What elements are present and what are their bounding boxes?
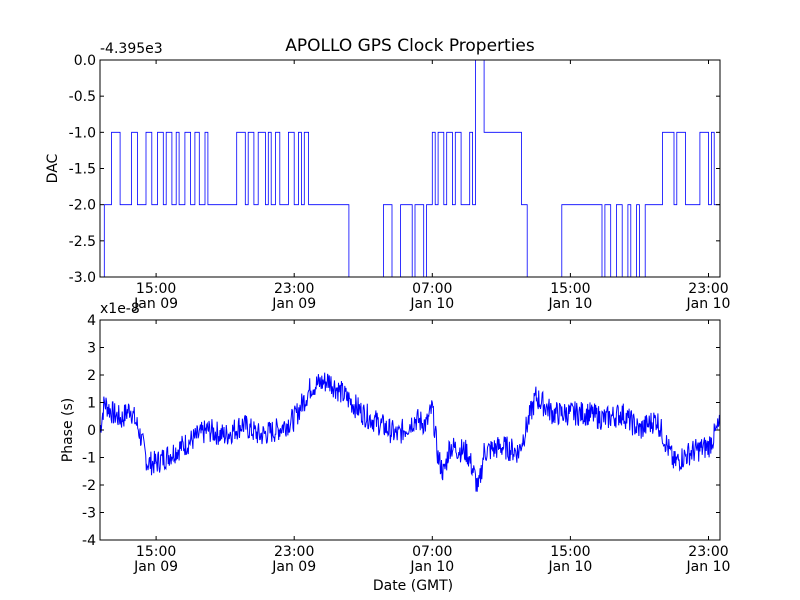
y-tick-label: -1.5	[69, 162, 96, 178]
x-tick-label-date: Jan 10	[409, 296, 454, 312]
y-axis-label: DAC	[45, 153, 61, 183]
y-tick-label: 3	[87, 341, 96, 357]
y-offset-label: -4.395e3	[100, 41, 163, 57]
figure-title: APOLLO GPS Clock Properties	[285, 36, 535, 56]
y-tick-label: -3.0	[69, 270, 96, 286]
x-tick-label-date: Jan 10	[686, 559, 731, 575]
x-tick-label-time: 07:00	[412, 544, 452, 560]
y-tick-label: 4	[87, 313, 96, 329]
y-tick-label: -1.0	[69, 125, 96, 141]
y-axis-label: Phase (s)	[60, 398, 76, 462]
x-tick-label-time: 15:00	[550, 281, 590, 297]
x-axis-label: Date (GMT)	[373, 578, 453, 594]
x-tick-label-date: Jan 10	[547, 559, 592, 575]
x-tick-label-date: Jan 09	[271, 296, 316, 312]
y-tick-label: -0.5	[69, 89, 96, 105]
x-tick-label-date: Jan 09	[133, 296, 178, 312]
y-tick-label: 1	[87, 396, 96, 412]
x-tick-label-date: Jan 09	[133, 559, 178, 575]
x-tick-label-time: 15:00	[136, 281, 176, 297]
x-tick-label-date: Jan 09	[271, 559, 316, 575]
y-tick-label: -4	[82, 533, 96, 549]
series-line	[99, 372, 721, 492]
y-tick-label: 0	[87, 423, 96, 439]
y-tick-label: -3	[82, 506, 96, 522]
x-tick-label-time: 23:00	[274, 544, 314, 560]
x-tick-label-time: 15:00	[550, 544, 590, 560]
series-line	[100, 59, 720, 278]
x-tick-label-time: 23:00	[274, 281, 314, 297]
y-tick-label: -2.0	[69, 198, 96, 214]
x-tick-label-time: 15:00	[136, 544, 176, 560]
x-tick-label-date: Jan 10	[686, 296, 731, 312]
y-tick-label: 0.0	[74, 53, 96, 69]
x-tick-label-time: 23:00	[688, 281, 728, 297]
y-tick-label: -2.5	[69, 234, 96, 250]
y-tick-label: -2	[82, 478, 96, 494]
x-tick-label-time: 07:00	[412, 281, 452, 297]
y-tick-label: 2	[87, 368, 96, 384]
x-tick-label-time: 23:00	[688, 544, 728, 560]
y-offset-label: x1e-8	[100, 301, 140, 317]
y-tick-label: -1	[82, 451, 96, 467]
x-tick-label-date: Jan 10	[409, 559, 454, 575]
x-tick-label-date: Jan 10	[547, 296, 592, 312]
